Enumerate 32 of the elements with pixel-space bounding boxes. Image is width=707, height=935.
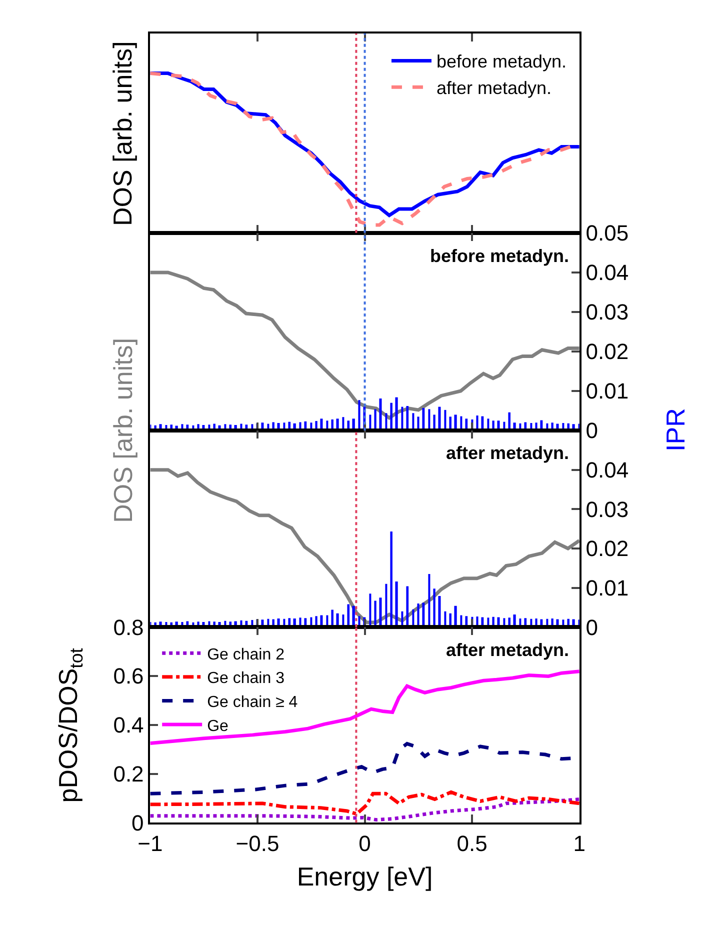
y2-tick-label: 0.02 <box>586 536 629 562</box>
y2-tick-label: 0.04 <box>586 458 629 483</box>
y2-tick-label: 0 <box>586 614 598 640</box>
legend-label: Ge chain 2 <box>207 646 285 664</box>
y2-tick-label: 0.03 <box>586 300 629 325</box>
legend-label: Ge chain ≥ 4 <box>207 694 298 711</box>
x-tick-label: 0 <box>358 831 371 856</box>
y2-tick-label: 0.04 <box>586 260 629 286</box>
legend-label: Ge chain 3 <box>207 670 285 688</box>
y-axis-title: DOS [arb. units] <box>108 41 138 226</box>
x-tick-label: 0.5 <box>456 831 488 856</box>
y2-tick-label: 0.05 <box>586 220 629 246</box>
y2-tick-label: 0.02 <box>586 339 629 364</box>
y2-tick-label: 0 <box>586 418 598 444</box>
y2-axis-title: IPR <box>660 408 690 452</box>
y-tick-label: 0.2 <box>113 762 144 787</box>
legend-label: before metadyn. <box>436 52 567 72</box>
y2-tick-label: 0.01 <box>586 378 629 404</box>
annotation: after metadyn. <box>446 640 570 660</box>
text: after metadyn. <box>446 443 570 463</box>
legend-label: after metadyn. <box>436 78 552 98</box>
y-axis-title: DOS [arb. units] <box>108 338 138 523</box>
y-tick-label: 0.4 <box>113 712 144 738</box>
text: before metadyn. <box>430 246 570 266</box>
legend-label: Ge <box>207 718 229 735</box>
x-axis-title: Energy [eV] <box>296 861 433 892</box>
y2-tick-label: 0.01 <box>586 575 629 600</box>
y-tick-label: 0.8 <box>113 614 144 640</box>
x-tick-label: 1 <box>573 831 586 856</box>
x-tick-label: −0.5 <box>236 831 280 856</box>
y-tick-label: 0.6 <box>113 664 144 689</box>
y2-tick-label: 0.03 <box>586 496 629 522</box>
